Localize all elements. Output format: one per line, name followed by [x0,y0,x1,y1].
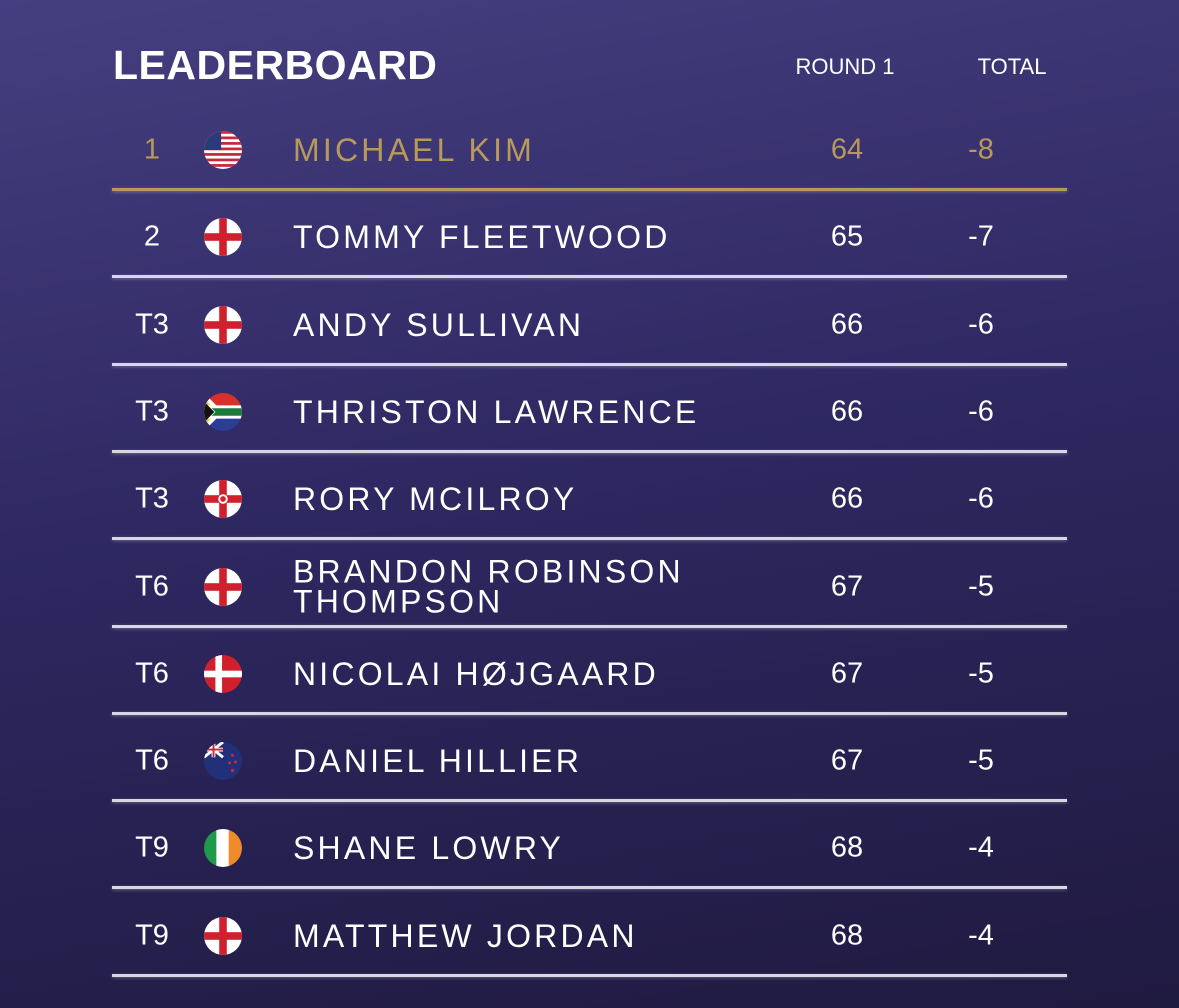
flag-icon [204,218,242,257]
player-name: NICOLAI HØJGAARD [293,655,659,692]
player-name: TOMMY FLEETWOOD [293,219,671,256]
title: LEADERBOARD [113,42,438,88]
position: T6 [135,570,169,602]
total-score: -6 [968,482,994,515]
player-name: ANDY SULLIVAN [293,306,585,343]
total-score: -5 [968,744,994,777]
round-score: 68 [830,919,864,952]
total-score: -7 [968,220,994,253]
row-separator [112,624,1067,628]
position: 2 [143,220,161,253]
flag-icon [204,742,242,781]
round-score: 67 [830,657,864,690]
round-score: 64 [830,133,864,166]
position: T6 [135,744,169,777]
round-score: 67 [830,570,864,602]
flag-icon [204,654,242,693]
position: T9 [135,831,169,864]
position: 1 [143,133,161,166]
total-score: -6 [968,308,994,341]
row-separator [112,886,1067,890]
row-separator [112,799,1067,803]
position: T3 [135,395,169,428]
player-name: MATTHEW JORDAN [293,917,638,954]
row-separator [112,537,1067,541]
flag-icon [204,567,242,606]
total-score: -5 [968,570,994,602]
round-score: 68 [830,831,864,864]
row-separator [112,973,1067,977]
player-name: BRANDON ROBINSON THOMPSON [293,553,684,620]
round-score: 66 [830,308,864,341]
column-header: TOTAL [977,54,1047,79]
row-separator [112,362,1067,366]
row-separator [112,711,1067,715]
flag-icon [204,131,242,169]
flag-icon [204,480,242,519]
position: T3 [135,482,169,515]
player-name: MICHAEL KIM [293,131,536,168]
player-name: SHANE LOWRY [293,830,565,867]
position: T6 [135,657,169,690]
total-score: -4 [968,831,994,864]
round-score: 67 [830,744,864,777]
position: T9 [135,919,169,952]
position: T3 [135,308,169,341]
player-name: DANIEL HILLIER [293,742,583,779]
row-separator [112,449,1067,453]
column-header: ROUND 1 [795,54,895,79]
round-score: 66 [830,395,864,428]
total-score: -6 [968,395,994,428]
total-score: -5 [968,657,994,690]
flag-icon [204,916,242,955]
flag-icon [204,829,242,868]
total-score: -8 [968,133,994,166]
flag-icon [204,305,242,344]
row-separator [112,275,1067,279]
player-name: RORY MCILROY [293,480,578,517]
player-name: THRISTON LAWRENCE [293,393,700,430]
round-score: 66 [830,482,864,515]
flag-icon [204,392,242,431]
total-score: -4 [968,919,994,952]
round-score: 65 [830,220,864,253]
row-separator [112,188,1067,191]
